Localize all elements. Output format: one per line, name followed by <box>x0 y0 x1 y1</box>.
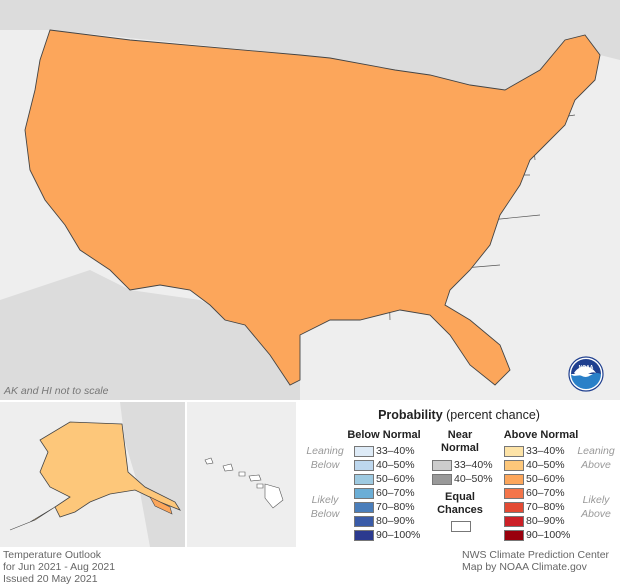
above-normal-swatch <box>504 502 524 513</box>
above-normal-label: 50–60% <box>526 473 565 485</box>
footer-issued: Issued 20 May 2021 <box>3 573 98 585</box>
above-normal-swatch <box>504 516 524 527</box>
below-normal-swatch <box>354 446 374 457</box>
alaska-shape <box>39 421 181 518</box>
near-normal-heading-line1: Near <box>447 429 473 441</box>
alaska-map <box>0 402 185 547</box>
noaa-logo: NOAA <box>568 356 604 392</box>
below-normal-label: 33–40% <box>376 445 415 457</box>
mexico-land <box>0 270 300 400</box>
leaning-above-label: Leaning Above <box>577 445 615 471</box>
equal-chances-swatch <box>451 521 471 532</box>
above-normal-swatch <box>504 460 524 471</box>
below-normal-heading: Below Normal <box>347 429 421 441</box>
below-normal-swatch <box>354 488 374 499</box>
aleutian-islands <box>9 506 56 531</box>
above-normal-label: 70–80% <box>526 501 565 513</box>
footer-title: Temperature Outlook <box>3 549 102 561</box>
legend-title-bold: Probability <box>378 408 443 422</box>
legend: Probability (percent chance) Below Norma… <box>298 402 620 547</box>
below-normal-label: 60–70% <box>376 487 415 499</box>
equal-chances-line1: Equal <box>445 491 475 503</box>
legend-title-rest: (percent chance) <box>442 408 540 422</box>
equal-chances-heading: Equal Chances <box>430 491 490 517</box>
conus-map <box>0 0 620 400</box>
hawaii-inset <box>187 402 296 547</box>
likely-above-label: Likely Above <box>581 494 611 520</box>
below-normal-label: 40–50% <box>376 459 415 471</box>
near-normal-heading: Near Normal <box>430 429 490 455</box>
scale-note: AK and HI not to scale <box>4 385 109 397</box>
below-normal-swatch <box>354 516 374 527</box>
above-normal-swatch <box>504 530 524 541</box>
near-normal-swatch <box>432 474 452 485</box>
footer-map-by: Map by NOAA Climate.gov <box>462 561 587 573</box>
svg-text:NOAA: NOAA <box>579 365 594 371</box>
near-normal-heading-line2: Normal <box>441 442 479 454</box>
below-normal-swatch <box>354 502 374 513</box>
above-normal-swatch <box>504 474 524 485</box>
footer-right: NWS Climate Prediction Center Map by NOA… <box>462 549 609 573</box>
leaning-below-label: Leaning Below <box>306 445 344 471</box>
legend-title: Probability (percent chance) <box>298 408 620 422</box>
below-normal-swatch <box>354 460 374 471</box>
near-normal-label: 40–50% <box>454 473 493 485</box>
below-normal-label: 70–80% <box>376 501 415 513</box>
above-normal-label: 90–100% <box>526 529 571 541</box>
footer-credit: NWS Climate Prediction Center <box>462 549 610 561</box>
footer-period: for Jun 2021 - Aug 2021 <box>3 561 116 573</box>
equal-chances-line2: Chances <box>437 504 483 516</box>
below-normal-label: 50–60% <box>376 473 415 485</box>
alaska-inset <box>0 402 185 547</box>
footer-left: Temperature Outlook for Jun 2021 - Aug 2… <box>3 549 115 585</box>
hawaii-map <box>187 402 296 547</box>
above-normal-heading: Above Normal <box>503 429 579 441</box>
near-normal-label: 33–40% <box>454 459 493 471</box>
likely-below-label: Likely Below <box>310 494 340 520</box>
below-normal-swatch <box>354 474 374 485</box>
below-normal-label: 90–100% <box>376 529 421 541</box>
above-normal-swatch <box>504 446 524 457</box>
below-normal-label: 80–90% <box>376 515 415 527</box>
near-normal-swatch <box>432 460 452 471</box>
canada-land <box>0 0 620 90</box>
below-normal-swatch <box>354 530 374 541</box>
above-normal-swatch <box>504 488 524 499</box>
above-normal-label: 80–90% <box>526 515 565 527</box>
alaska-panhandle <box>149 496 173 515</box>
above-normal-label: 60–70% <box>526 487 565 499</box>
above-normal-label: 33–40% <box>526 445 565 457</box>
above-normal-label: 40–50% <box>526 459 565 471</box>
